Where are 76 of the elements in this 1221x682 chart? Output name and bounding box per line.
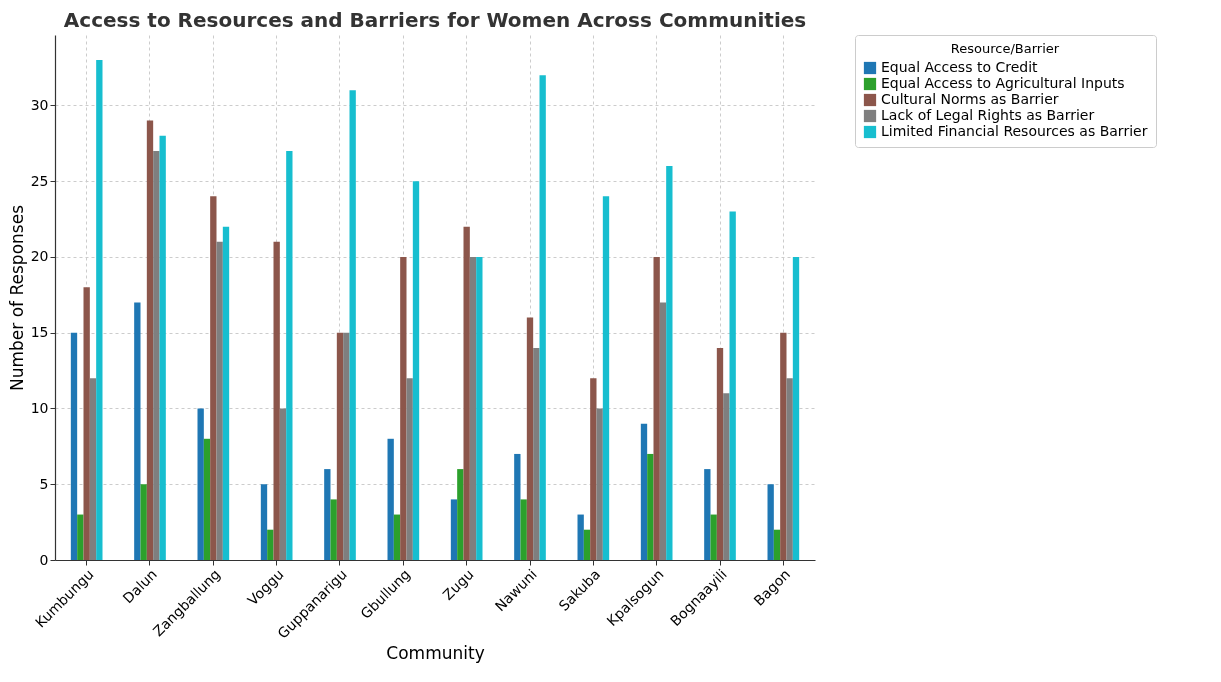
legend-label: Limited Financial Resources as Barrier xyxy=(881,123,1148,139)
bar xyxy=(666,166,673,560)
bar xyxy=(216,241,223,560)
bar xyxy=(349,90,356,560)
bar xyxy=(659,302,667,560)
bar xyxy=(89,378,97,560)
bar xyxy=(393,514,401,560)
bar xyxy=(710,514,717,560)
bar xyxy=(533,347,540,560)
bar xyxy=(767,484,774,560)
bar xyxy=(520,499,527,560)
bar xyxy=(647,453,654,560)
bar xyxy=(210,196,217,560)
bar xyxy=(653,256,660,560)
bar xyxy=(450,499,458,560)
legend-label: Lack of Legal Rights as Barrier xyxy=(881,107,1095,123)
y-tick-label: 25 xyxy=(30,172,49,189)
bar xyxy=(330,499,337,560)
bar xyxy=(792,256,800,560)
bar xyxy=(457,469,464,560)
bar xyxy=(70,332,78,560)
bar xyxy=(324,469,331,560)
bar xyxy=(146,120,154,560)
bar xyxy=(387,438,394,560)
bar xyxy=(773,529,781,560)
bar xyxy=(729,211,736,560)
y-tick-label: 15 xyxy=(30,324,49,341)
bar xyxy=(716,347,724,560)
bar xyxy=(153,150,160,560)
bar xyxy=(526,317,534,560)
bar xyxy=(96,60,103,560)
bar xyxy=(222,226,230,560)
bar xyxy=(267,529,274,560)
bar xyxy=(583,529,591,560)
bar xyxy=(602,196,610,560)
bar xyxy=(514,453,521,560)
legend-label: Cultural Norms as Barrier xyxy=(881,91,1059,107)
y-tick-label: 10 xyxy=(30,399,49,416)
legend-label: Equal Access to Agricultural Inputs xyxy=(881,75,1125,91)
bar xyxy=(406,378,413,560)
bar xyxy=(203,438,211,560)
bar xyxy=(286,150,293,560)
bar xyxy=(590,378,597,560)
bar xyxy=(704,469,711,560)
chart-title: Access to Resources and Barriers for Women Across Communities xyxy=(63,7,807,32)
bar xyxy=(273,241,280,560)
legend-title: Resource/Barrier xyxy=(950,41,1060,56)
bar xyxy=(400,256,407,560)
y-tick-label: 0 xyxy=(39,551,49,568)
y-tick-label: 20 xyxy=(30,248,49,265)
bar xyxy=(723,393,730,560)
bar xyxy=(260,484,268,560)
bar xyxy=(786,378,793,560)
bar xyxy=(140,484,147,560)
bar xyxy=(159,135,166,560)
bar xyxy=(539,75,546,560)
x-axis-title: Community xyxy=(386,642,485,663)
bar xyxy=(596,408,603,560)
legend-label: Equal Access to Credit xyxy=(881,59,1039,75)
y-tick-label: 5 xyxy=(39,475,49,492)
bar xyxy=(463,226,470,560)
bar xyxy=(77,514,84,560)
bar xyxy=(412,181,420,560)
bar xyxy=(197,408,204,560)
bar xyxy=(577,514,584,560)
bar xyxy=(640,423,648,560)
bar xyxy=(469,256,477,560)
bar xyxy=(279,408,287,560)
y-tick-label: 30 xyxy=(30,96,49,113)
bar xyxy=(336,332,344,560)
bar xyxy=(780,332,787,560)
y-axis-title: Number of Responses xyxy=(6,204,27,391)
bar xyxy=(476,256,483,560)
bar xyxy=(83,287,90,560)
bar xyxy=(134,302,141,560)
bar xyxy=(343,332,350,560)
